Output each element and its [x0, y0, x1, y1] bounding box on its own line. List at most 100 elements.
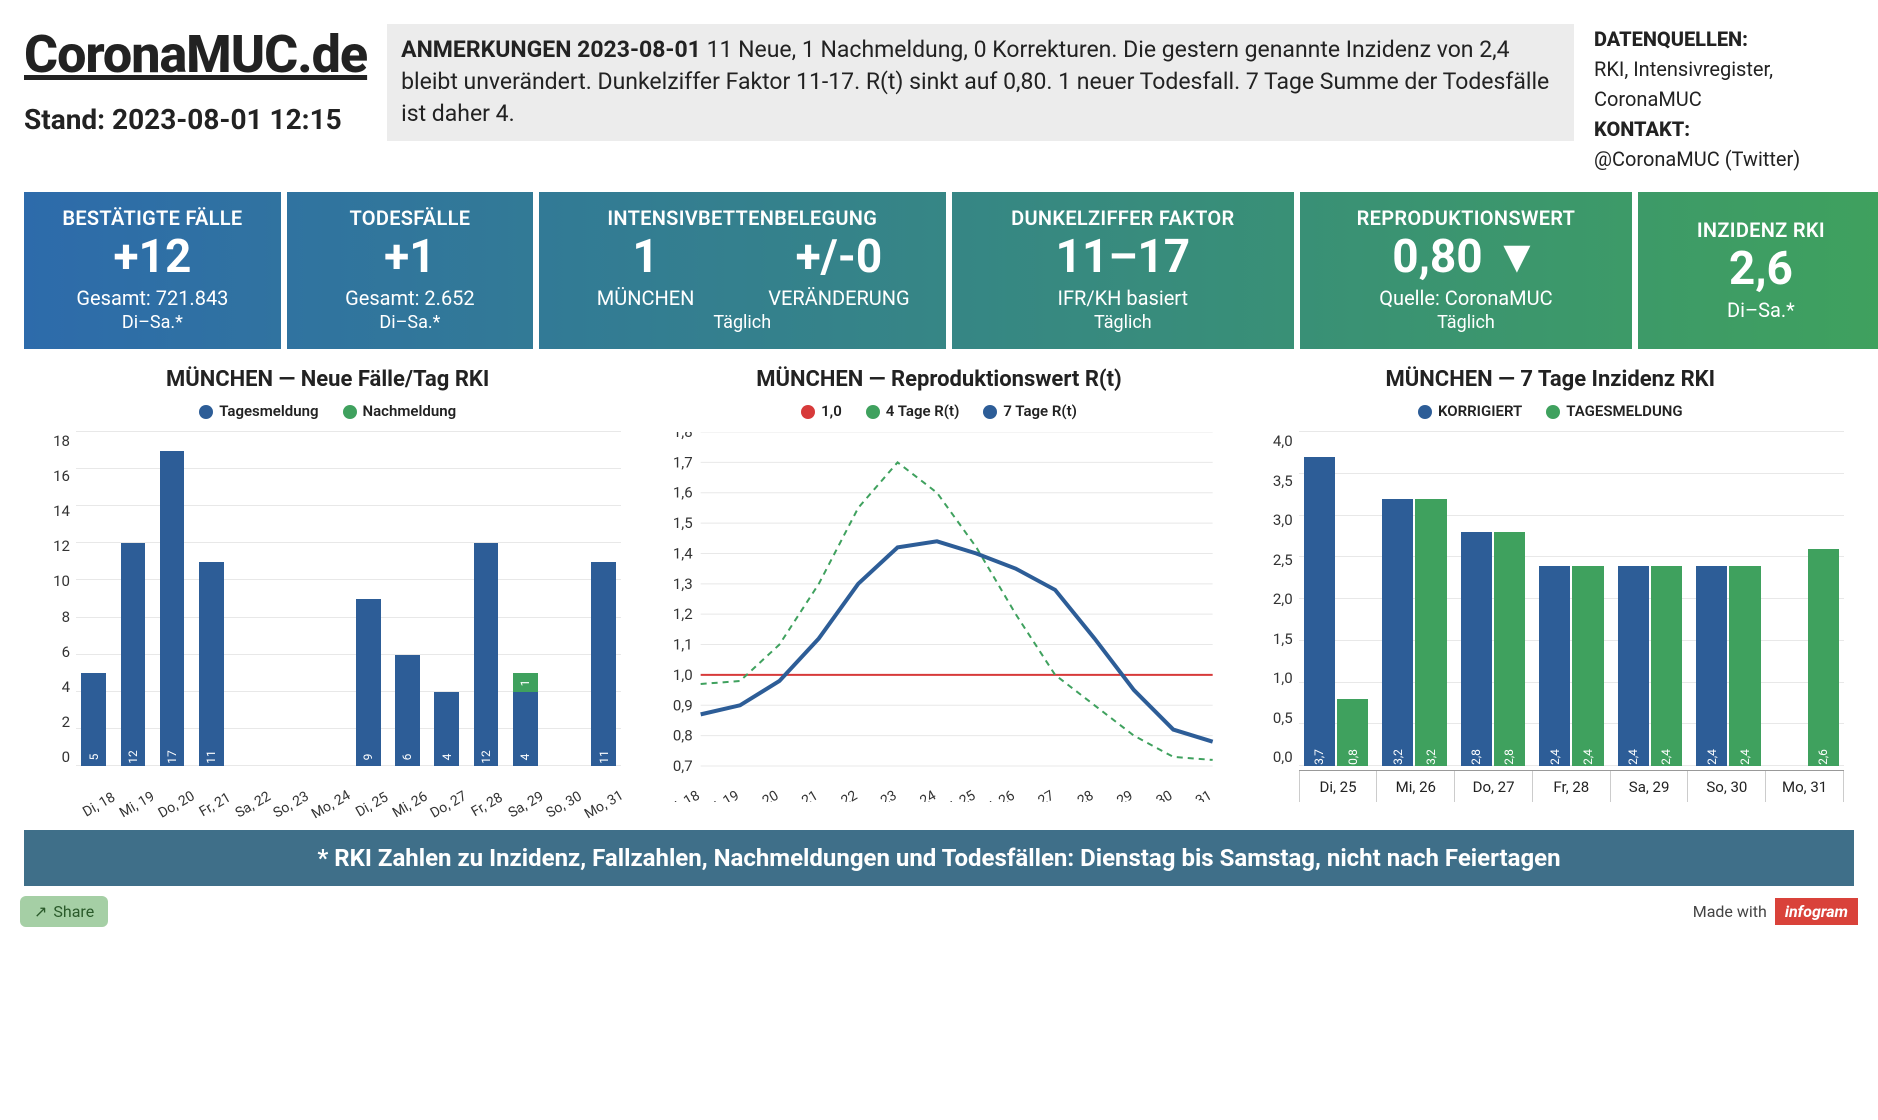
bar-tagesmeldung: 2,4 — [1572, 566, 1603, 766]
share-button[interactable]: ↗ Share — [20, 896, 108, 927]
y-tick: 8 — [34, 608, 70, 626]
card-sub1: Gesamt: 721.843 — [34, 286, 271, 310]
svg-text:Sa, 22: Sa, 22 — [820, 788, 861, 802]
bar-slot: 5 — [76, 673, 111, 766]
y-tick: 0 — [34, 748, 70, 766]
site-title[interactable]: CoronaMUC.de — [24, 24, 367, 85]
chart2-legend: 1,04 Tage R(t)7 Tage R(t) — [645, 402, 1232, 420]
card-sub: Täglich — [549, 312, 936, 333]
svg-text:Di, 18: Di, 18 — [665, 788, 703, 802]
svg-text:Sa, 29: Sa, 29 — [1095, 788, 1136, 802]
svg-text:1,4: 1,4 — [673, 544, 693, 562]
bar-tagesmeldung: 2,8 — [1494, 532, 1525, 766]
sources-list: RKI, Intensivregister, CoronaMUC — [1594, 57, 1773, 111]
y-tick: 16 — [34, 467, 70, 485]
y-tick: 4,0 — [1257, 432, 1293, 450]
chart3-plot: 0,00,51,01,52,02,53,03,54,03,70,83,23,22… — [1257, 432, 1844, 802]
bar-tagesmeldung: 3,2 — [1415, 499, 1446, 766]
svg-text:Mi, 26: Mi, 26 — [978, 788, 1019, 802]
card-label: INZIDENZ RKI — [1648, 218, 1874, 242]
legend-item: 7 Tage R(t) — [983, 402, 1077, 420]
sources-box: DATENQUELLEN: RKI, Intensivregister, Cor… — [1594, 24, 1854, 174]
legend-dot — [1546, 405, 1560, 419]
chart2-title: MÜNCHEN — Reproduktionswert R(t) — [645, 367, 1232, 392]
bar-tages: 17 — [160, 451, 185, 766]
bar-nach: 1 — [513, 673, 538, 692]
card-dark: DUNKELZIFFER FAKTOR11–17IFR/KH basiertTä… — [952, 192, 1294, 349]
legend-item: TAGESMELDUNG — [1546, 402, 1682, 420]
svg-text:Fr, 28: Fr, 28 — [1060, 788, 1097, 802]
bar-korrigiert: 3,2 — [1382, 499, 1413, 766]
chart2-plot: 0,70,80,91,01,11,21,31,41,51,61,71,8Di, … — [645, 432, 1232, 802]
x-tick: Mo, 31 — [1766, 771, 1844, 802]
card-label: REPRODUKTIONSWERT — [1310, 206, 1622, 230]
card-label: DUNKELZIFFER FAKTOR — [962, 206, 1284, 230]
bar-group: 2,6 — [1769, 549, 1843, 766]
x-tick: Mo, 31 — [582, 787, 627, 822]
bar-tagesmeldung: 2,6 — [1808, 549, 1839, 766]
bar-group: 3,23,2 — [1377, 499, 1451, 766]
legend-item: Tagesmeldung — [199, 402, 318, 420]
legend-dot — [1418, 405, 1432, 419]
y-tick: 0,5 — [1257, 709, 1293, 727]
x-tick: Do, 27 — [1455, 771, 1533, 802]
svg-text:Mi, 19: Mi, 19 — [702, 788, 743, 802]
x-tick: So, 30 — [543, 788, 584, 821]
bar-tages: 4 — [434, 692, 459, 766]
y-tick: 4 — [34, 678, 70, 696]
card-sub2: Di–Sa.* — [34, 312, 271, 333]
svg-text:Di, 25: Di, 25 — [941, 788, 979, 802]
chart3-legend: KORRIGIERTTAGESMELDUNG — [1257, 402, 1844, 420]
chart-incidence: MÜNCHEN — 7 Tage Inzidenz RKI KORRIGIERT… — [1257, 367, 1844, 802]
legend-item: 1,0 — [801, 402, 842, 420]
y-tick: 12 — [34, 537, 70, 555]
infogram-logo: infogram — [1775, 898, 1858, 925]
bar-korrigiert: 2,8 — [1461, 532, 1492, 766]
svg-text:1,2: 1,2 — [673, 605, 693, 623]
bar-group: 2,42,4 — [1534, 566, 1608, 766]
svg-text:1,8: 1,8 — [673, 432, 693, 441]
y-tick: 14 — [34, 502, 70, 520]
bar-group: 2,42,4 — [1613, 566, 1687, 766]
bar-tagesmeldung: 0,8 — [1337, 699, 1368, 766]
bar-tages: 6 — [395, 655, 420, 766]
y-tick: 2 — [34, 713, 70, 731]
card-sub2: Täglich — [1310, 312, 1622, 333]
y-tick: 1,0 — [1257, 669, 1293, 687]
card-sub1: IFR/KH basiert — [962, 286, 1284, 310]
y-tick: 2,5 — [1257, 551, 1293, 569]
bar-tages: 9 — [356, 599, 381, 766]
card-value: 0,80 ▼ — [1310, 234, 1622, 280]
timestamp-value: 2023-08-01 12:15 — [112, 103, 342, 136]
bar-korrigiert: 3,7 — [1304, 457, 1335, 766]
x-tick: Di, 25 — [351, 788, 392, 821]
remarks-box: ANMERKUNGEN 2023-08-01 11 Neue, 1 Nachme… — [387, 24, 1574, 141]
card-inc: INZIDENZ RKI2,6Di–Sa.* — [1638, 192, 1878, 349]
x-tick: So, 30 — [1688, 771, 1766, 802]
bar-slot: 12 — [115, 543, 150, 766]
bar-slot: 17 — [154, 451, 189, 766]
svg-text:Mo, 31: Mo, 31 — [1170, 788, 1215, 802]
bar-korrigiert: 2,4 — [1618, 566, 1649, 766]
bar-tages: 11 — [591, 562, 616, 766]
svg-text:1,3: 1,3 — [673, 575, 693, 593]
contact-value[interactable]: @CoronaMUC (Twitter) — [1594, 147, 1800, 171]
chart-reproduction: MÜNCHEN — Reproduktionswert R(t) 1,04 Ta… — [645, 367, 1232, 802]
svg-text:1,6: 1,6 — [673, 484, 693, 502]
x-tick: Di, 25 — [1299, 771, 1378, 802]
bar-group: 2,82,8 — [1456, 532, 1530, 766]
svg-text:1,0: 1,0 — [673, 666, 693, 684]
chart1-title: MÜNCHEN — Neue Fälle/Tag RKI — [34, 367, 621, 392]
timestamp-label: Stand: — [24, 103, 105, 136]
made-with[interactable]: Made with infogram — [1693, 898, 1858, 925]
card-sub1: Gesamt: 2.652 — [297, 286, 523, 310]
share-icon: ↗ — [34, 902, 47, 921]
stat-cards: BESTÄTIGTE FÄLLE+12Gesamt: 721.843Di–Sa.… — [24, 192, 1854, 349]
icu-change-label: VERÄNDERUNG — [742, 286, 935, 310]
header: CoronaMUC.de Stand: 2023-08-01 12:15 ANM… — [24, 24, 1854, 174]
svg-text:1,1: 1,1 — [673, 636, 693, 654]
card-sub1: Quelle: CoronaMUC — [1310, 286, 1622, 310]
bar-group: 3,70,8 — [1299, 457, 1373, 766]
card-label: TODESFÄLLE — [297, 206, 523, 230]
bar-slot: 41 — [508, 673, 543, 766]
